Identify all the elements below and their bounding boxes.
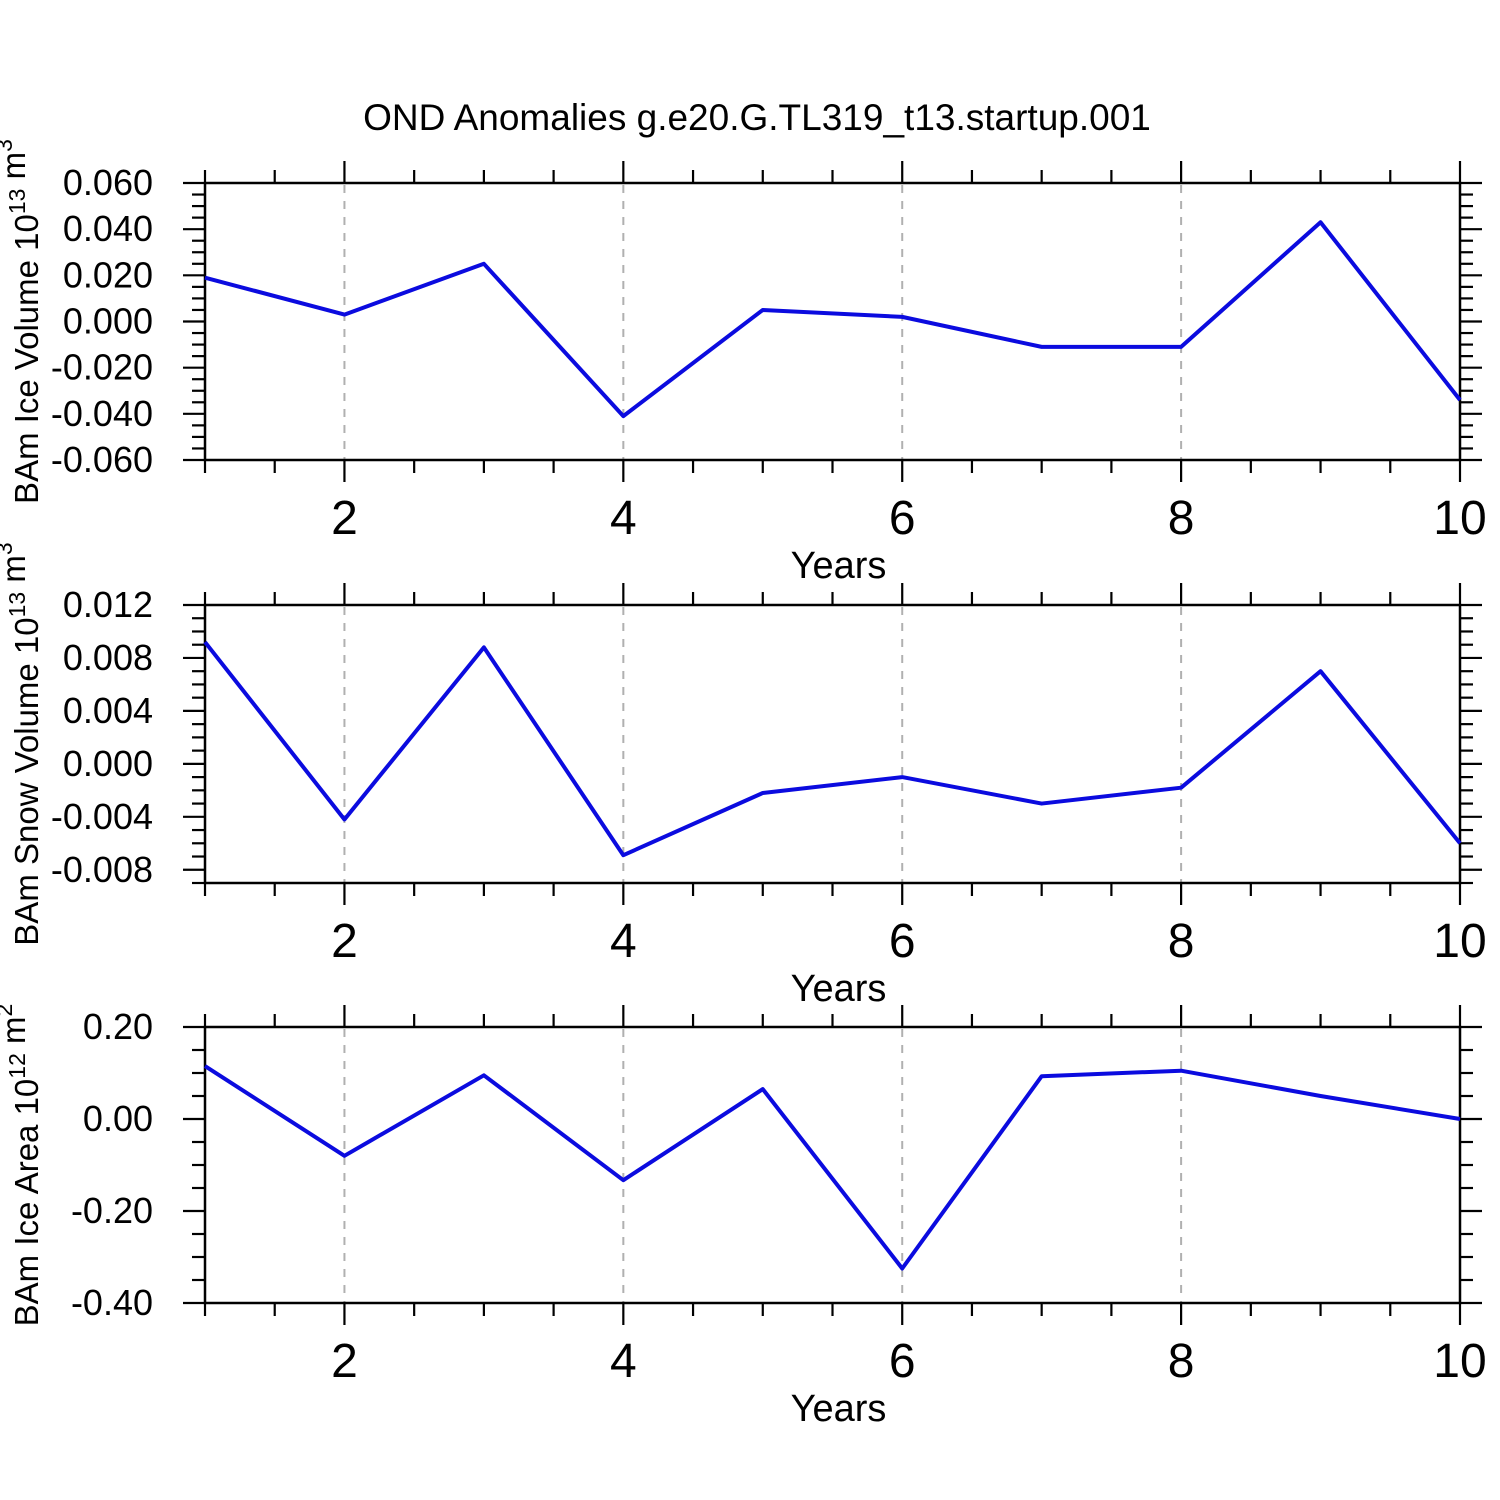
- panel-1-y-tick-label: -0.020: [51, 347, 153, 388]
- panel-2-y-tick-label: 0.008: [63, 637, 153, 678]
- panel-3-series-line: [203, 1064, 1461, 1271]
- panel-2-y-tick-label: 0.004: [63, 690, 153, 731]
- panel-1-x-tick-label: 8: [1168, 492, 1195, 545]
- panel-3-y-tick-label: 0.20: [83, 1006, 153, 1047]
- panel-3-x-tick-label: 8: [1168, 1335, 1195, 1388]
- panel-1-y-tick-label: -0.060: [51, 439, 153, 480]
- panel-2-y-tick-label: 0.012: [63, 584, 153, 625]
- panel-2-frame: [203, 603, 1462, 885]
- panel-1-y-tick-label: 0.000: [63, 301, 153, 342]
- panel-2-series-line: [203, 640, 1462, 858]
- panel-3-y-tick-label: -0.40: [71, 1282, 153, 1323]
- panel-3-x-tick-label: 4: [610, 1335, 637, 1388]
- panel-3-x-tick-label: 6: [889, 1335, 916, 1388]
- panel-2-xlabel: Years: [791, 968, 887, 1010]
- panel-1-x-tick-label: 2: [331, 492, 358, 545]
- panel-1-x-tick-label: 10: [1433, 492, 1486, 545]
- panel-2-x-tick-label: 6: [889, 915, 916, 968]
- panel-1-xlabel: Years: [791, 545, 887, 587]
- panel-2-x-tick-label: 8: [1168, 915, 1195, 968]
- panel-3-x-tick-label: 10: [1433, 1335, 1486, 1388]
- panel-2-x-tick-label: 10: [1433, 915, 1486, 968]
- panel-3-frame: [203, 1025, 1462, 1305]
- panel-1-x-tick-label: 6: [889, 492, 916, 545]
- panel-1-series-line: [204, 220, 1462, 419]
- panel-1-y-tick-label: -0.040: [51, 393, 153, 434]
- panel-3-y-tick-label: 0.00: [83, 1098, 153, 1139]
- panel-3-y-tick-label: -0.20: [71, 1190, 153, 1231]
- panel-2-x-tick-label: 2: [331, 915, 358, 968]
- panel-2-x-tick-label: 4: [610, 915, 637, 968]
- panel-2-y-tick-label: 0.000: [63, 743, 153, 784]
- panel-2-y-tick-label: -0.004: [51, 796, 153, 837]
- panel-3-x-tick-label: 2: [331, 1335, 358, 1388]
- panel-1-y-tick-label: 0.040: [63, 208, 153, 249]
- panel-3-xlabel: Years: [791, 1388, 887, 1430]
- panel-1-y-tick-label: 0.020: [63, 254, 153, 295]
- panel-3-ylabel: BAm Ice Area 1012 m2: [0, 1004, 45, 1327]
- chart-title: OND Anomalies g.e20.G.TL319_t13.startup.…: [363, 97, 1151, 138]
- panel-1-y-tick-label: 0.060: [63, 162, 153, 203]
- panel-2-y-tick-label: -0.008: [51, 849, 153, 890]
- panel-1-x-tick-label: 4: [610, 492, 637, 545]
- panel-1-frame: [203, 181, 1462, 462]
- panel-2-ylabel: BAm Snow Volume 1013 m3: [0, 542, 45, 945]
- panel-1-ylabel: BAm Ice Volume 1013 m3: [0, 139, 45, 504]
